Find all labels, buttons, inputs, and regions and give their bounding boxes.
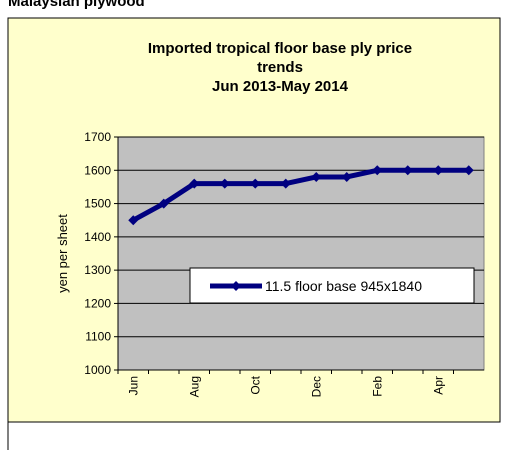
data-point — [433, 165, 444, 176]
data-point — [128, 215, 139, 226]
x-tick-label: Aug — [187, 376, 201, 397]
page-heading: Malaysian plywood — [8, 0, 145, 10]
y-tick-label: 1100 — [85, 330, 111, 344]
data-point — [463, 165, 474, 176]
y-tick-label: 1400 — [84, 230, 111, 244]
data-point — [158, 198, 169, 209]
y-tick-label: 1200 — [84, 296, 111, 310]
x-tick-label: Oct — [248, 375, 262, 394]
data-point — [250, 178, 261, 189]
data-point — [219, 178, 230, 189]
y-axis-label: yen per sheet — [55, 214, 70, 293]
y-tick-label: 1600 — [84, 163, 111, 177]
chart-title: Imported tropical floor base ply price — [148, 40, 412, 57]
plot-area — [117, 136, 485, 371]
chart-title: Jun 2013-May 2014 — [212, 78, 349, 95]
x-tick-label: Feb — [370, 376, 384, 397]
legend-label: 11.5 floor base 945x1840 — [265, 278, 422, 294]
y-tick-label: 1300 — [84, 263, 111, 277]
data-point — [189, 178, 200, 189]
y-tick-label: 1700 — [84, 130, 111, 144]
data-point — [311, 171, 322, 182]
data-point — [402, 165, 413, 176]
legend-marker — [231, 281, 241, 291]
x-tick-label: Apr — [431, 376, 445, 395]
x-tick-label: Dec — [309, 376, 323, 397]
data-point — [341, 171, 352, 182]
x-tick-label: Jun — [126, 376, 140, 395]
y-tick-label: 1000 — [84, 363, 111, 377]
y-tick-label: 1500 — [84, 197, 111, 211]
data-point — [280, 178, 291, 189]
data-point — [372, 165, 383, 176]
series-line — [132, 167, 469, 223]
chart-title: trends — [257, 59, 303, 76]
